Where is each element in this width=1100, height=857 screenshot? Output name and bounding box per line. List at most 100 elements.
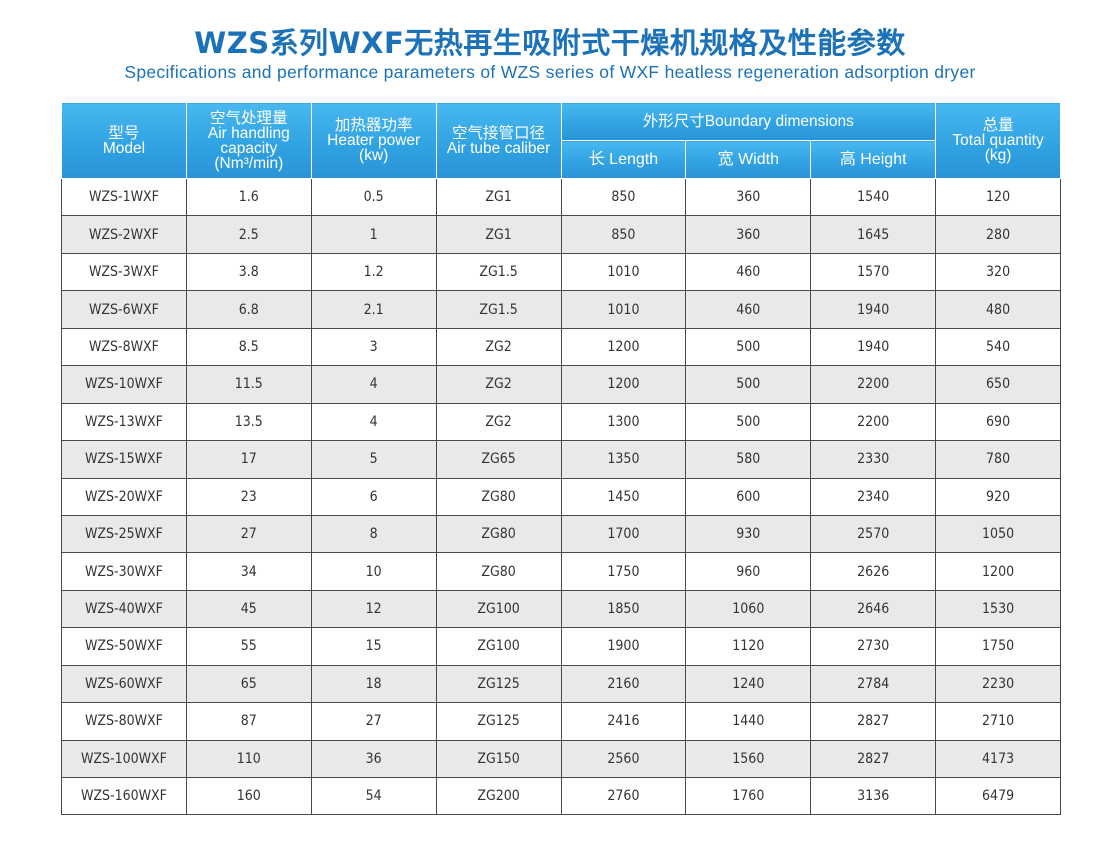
cell-model: WZS-6WXF: [61, 290, 187, 329]
cell-length: 2160: [560, 664, 687, 704]
cell-height: 1645: [810, 215, 937, 254]
cell-air-tube: ZG80: [435, 514, 562, 554]
header-air-en-2: capacity: [220, 139, 278, 157]
cell-air-capacity: 87: [185, 702, 312, 741]
cell-air-capacity: 13.5: [185, 402, 312, 442]
cell-width: 460: [685, 290, 812, 329]
cell-model: WZS-20WXF: [61, 477, 187, 516]
table-row: WZS-30WXF 34 10 ZG80 1750 960 2626 1200: [61, 552, 1062, 591]
table-row: WZS-20WXF 23 6 ZG80 1450 600 2340 920: [61, 477, 1062, 516]
cell-total-quantity: 780: [935, 440, 1062, 479]
cell-model: WZS-10WXF: [61, 365, 187, 404]
cell-total-quantity: 690: [935, 402, 1062, 442]
cell-height: 1540: [810, 177, 937, 217]
cell-total-quantity: 480: [935, 290, 1062, 329]
header-model-cn: 型号: [108, 124, 140, 142]
cell-width: 930: [685, 514, 812, 554]
cell-total-quantity: 1750: [935, 627, 1062, 666]
header-heater-cn: 加热器功率: [334, 117, 413, 134]
cell-model: WZS-1WXF: [61, 177, 187, 217]
cell-model: WZS-3WXF: [61, 252, 187, 292]
header-heater-power: 加热器功率 Heater power (kw): [310, 102, 437, 179]
header-heater-en: Heater power: [327, 132, 421, 149]
cell-air-capacity: 17: [185, 440, 312, 479]
cell-heater-power: 6: [310, 477, 437, 516]
cell-model: WZS-60WXF: [61, 664, 187, 704]
cell-length: 1300: [560, 402, 687, 442]
cell-total-quantity: 2230: [935, 664, 1062, 704]
cell-height: 2827: [810, 702, 937, 741]
header-model-en: Model: [102, 139, 146, 157]
table-row: WZS-10WXF 11.5 4 ZG2 1200 500 2200 650: [61, 365, 1062, 404]
cell-length: 1200: [560, 327, 687, 367]
cell-total-quantity: 920: [935, 477, 1062, 516]
cell-air-capacity: 23: [185, 477, 312, 516]
cell-model: WZS-25WXF: [61, 514, 187, 554]
cell-air-tube: ZG1: [435, 215, 562, 254]
cell-air-tube: ZG1: [435, 177, 562, 217]
cell-model: WZS-15WXF: [61, 440, 187, 479]
cell-total-quantity: 4173: [935, 739, 1062, 779]
table-row: WZS-160WXF 160 54 ZG200 2760 1760 3136 6479: [61, 776, 1062, 816]
cell-width: 580: [685, 440, 812, 479]
cell-heater-power: 5: [310, 440, 437, 479]
header-width: 宽 Width: [685, 140, 812, 179]
cell-height: 3136: [810, 776, 937, 816]
cell-length: 1010: [560, 252, 687, 292]
cell-width: 1240: [685, 664, 812, 704]
cell-width: 360: [685, 215, 812, 254]
cell-model: WZS-13WXF: [61, 402, 187, 442]
cell-total-quantity: 650: [935, 365, 1062, 404]
table-body: WZS-1WXF 1.6 0.5 ZG1 850 360 1540 120 WZS-2WXF 2.…: [61, 177, 1062, 816]
cell-air-capacity: 1.6: [185, 177, 312, 217]
cell-height: 2330: [810, 440, 937, 479]
cell-height: 2827: [810, 739, 937, 779]
cell-width: 960: [685, 552, 812, 591]
header-tube-cn: 空气接管口径: [452, 124, 546, 142]
cell-heater-power: 12: [310, 589, 437, 629]
cell-model: WZS-40WXF: [61, 589, 187, 629]
cell-heater-power: 27: [310, 702, 437, 741]
table-row: WZS-40WXF 45 12 ZG100 1850 1060 2646 1530: [61, 589, 1062, 629]
cell-air-tube: ZG65: [435, 440, 562, 479]
table-row: WZS-6WXF 6.8 2.1 ZG1.5 1010 460 1940 480: [61, 290, 1062, 329]
cell-width: 1560: [685, 739, 812, 779]
cell-length: 1010: [560, 290, 687, 329]
cell-height: 2784: [810, 664, 937, 704]
cell-length: 2560: [560, 739, 687, 779]
cell-width: 500: [685, 365, 812, 404]
cell-height: 2200: [810, 365, 937, 404]
cell-length: 1750: [560, 552, 687, 591]
cell-air-tube: ZG80: [435, 552, 562, 591]
page-subtitle: Specifications and performance parameter…: [124, 62, 976, 82]
cell-heater-power: 15: [310, 627, 437, 666]
cell-heater-power: 10: [310, 552, 437, 591]
cell-heater-power: 1.2: [310, 252, 437, 292]
cell-width: 1760: [685, 776, 812, 816]
cell-height: 2340: [810, 477, 937, 516]
cell-heater-power: 36: [310, 739, 437, 779]
cell-air-capacity: 6.8: [185, 290, 312, 329]
cell-air-tube: ZG100: [435, 589, 562, 629]
cell-model: WZS-50WXF: [61, 627, 187, 666]
cell-length: 2760: [560, 776, 687, 816]
page-title: WZS系列WXF无热再生吸附式干燥机规格及性能参数: [194, 26, 906, 60]
table-row: WZS-1WXF 1.6 0.5 ZG1 850 360 1540 120: [61, 177, 1062, 217]
cell-air-tube: ZG150: [435, 739, 562, 779]
cell-model: WZS-80WXF: [61, 702, 187, 741]
cell-air-capacity: 45: [185, 589, 312, 629]
cell-height: 2570: [810, 514, 937, 554]
cell-air-capacity: 8.5: [185, 327, 312, 367]
header-total-quantity: 总量 Total quantity (kg): [935, 102, 1062, 179]
table-row: WZS-50WXF 55 15 ZG100 1900 1120 2730 1750: [61, 627, 1062, 666]
header-air-unit: (Nm³/min): [214, 154, 284, 172]
cell-air-tube: ZG125: [435, 702, 562, 741]
cell-air-capacity: 2.5: [185, 215, 312, 254]
cell-length: 1700: [560, 514, 687, 554]
cell-air-tube: ZG2: [435, 327, 562, 367]
cell-total-quantity: 1200: [935, 552, 1062, 591]
cell-width: 460: [685, 252, 812, 292]
cell-height: 2626: [810, 552, 937, 591]
header-tube-en: Air tube caliber: [446, 139, 551, 157]
table-row: WZS-25WXF 27 8 ZG80 1700 930 2570 1050: [61, 514, 1062, 554]
